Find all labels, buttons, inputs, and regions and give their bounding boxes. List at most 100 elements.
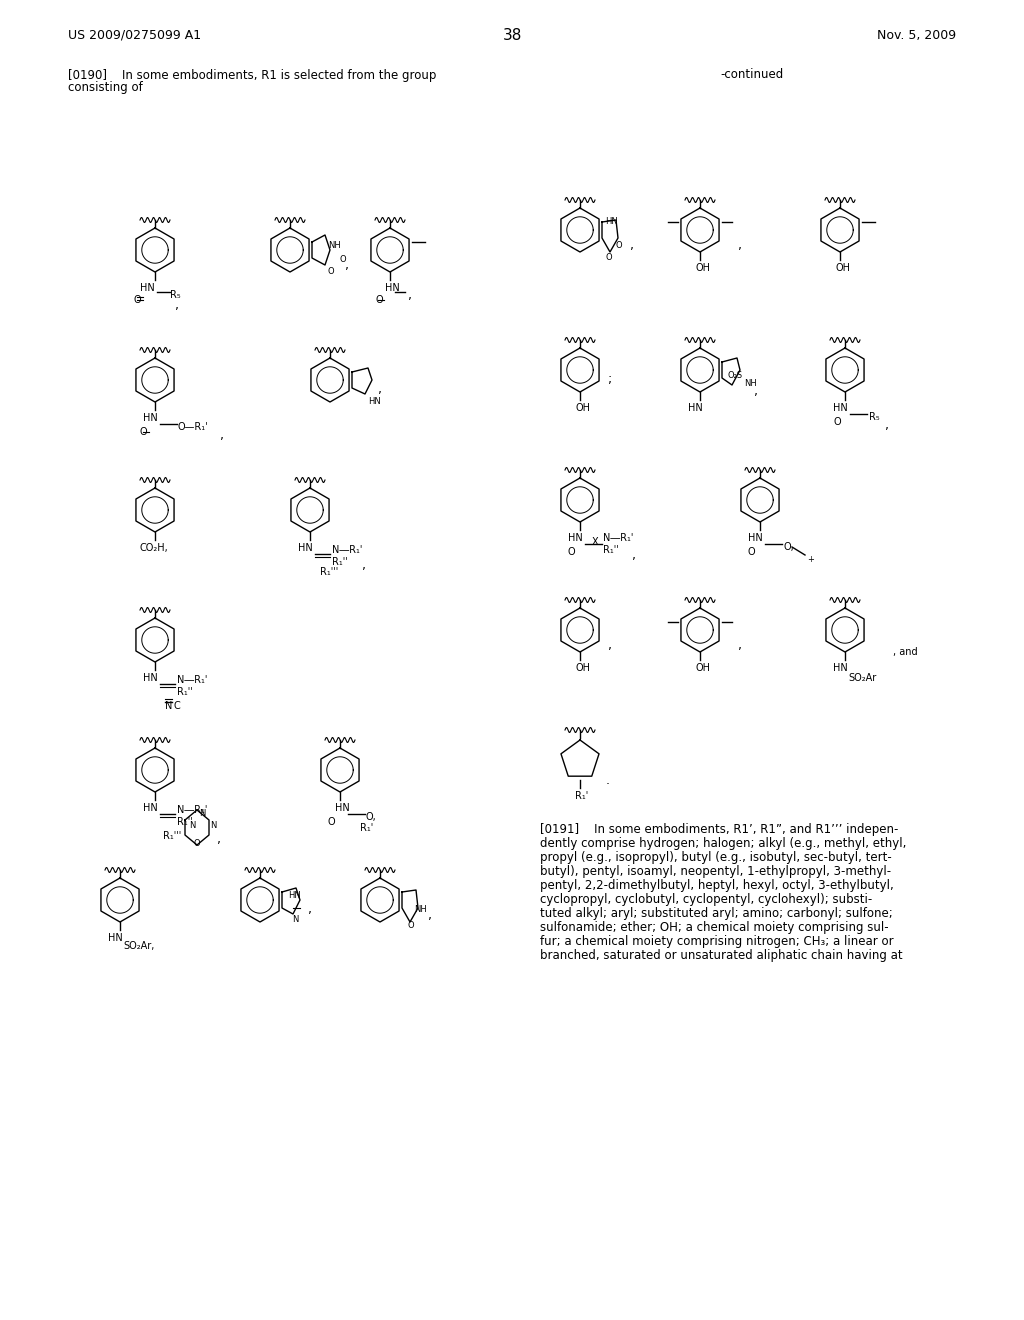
Text: HN: HN — [688, 403, 702, 413]
Text: N: N — [165, 701, 172, 711]
Text: R₁'': R₁'' — [177, 686, 193, 697]
Text: ,: , — [217, 833, 221, 846]
Text: ,: , — [608, 639, 612, 652]
Text: R₁'': R₁'' — [332, 557, 348, 568]
Text: HN: HN — [605, 218, 617, 227]
Text: HN: HN — [140, 282, 155, 293]
Text: CO₂H,: CO₂H, — [140, 543, 169, 553]
Text: O: O — [340, 256, 347, 264]
Text: ,: , — [308, 903, 312, 916]
Text: US 2009/0275099 A1: US 2009/0275099 A1 — [68, 29, 201, 41]
Text: R₁': R₁' — [360, 822, 374, 833]
Text: HN: HN — [335, 803, 350, 813]
Text: sulfonamide; ether; OH; a chemical moiety comprising sul-: sulfonamide; ether; OH; a chemical moiet… — [540, 921, 889, 935]
Text: N: N — [189, 821, 196, 830]
Text: N: N — [292, 916, 298, 924]
Text: ,: , — [362, 558, 366, 572]
Text: OH: OH — [835, 263, 850, 273]
Text: dently comprise hydrogen; halogen; alkyl (e.g., methyl, ethyl,: dently comprise hydrogen; halogen; alkyl… — [540, 837, 906, 850]
Text: R₁'': R₁'' — [603, 545, 618, 554]
Text: NH: NH — [414, 906, 427, 915]
Text: HN: HN — [108, 933, 123, 942]
Text: HN: HN — [368, 397, 381, 407]
Text: O,: O, — [366, 812, 377, 822]
Text: ;: ; — [608, 374, 612, 387]
Text: OH: OH — [695, 263, 710, 273]
Text: NH: NH — [744, 380, 757, 388]
Text: ,: , — [738, 239, 742, 252]
Text: [0191]    In some embodiments, R1’, R1”, and R1’’’ indepen-: [0191] In some embodiments, R1’, R1”, an… — [540, 824, 898, 837]
Text: R₁''': R₁''' — [319, 568, 338, 577]
Text: N―R₁': N―R₁' — [603, 533, 634, 543]
Text: butyl), pentyl, isoamyl, neopentyl, 1-ethylpropyl, 3-methyl-: butyl), pentyl, isoamyl, neopentyl, 1-et… — [540, 866, 891, 879]
Text: R₁'': R₁'' — [177, 817, 193, 828]
Text: N―R₁': N―R₁' — [177, 805, 208, 814]
Text: HN: HN — [298, 543, 312, 553]
Text: fur; a chemical moiety comprising nitrogen; CH₃; a linear or: fur; a chemical moiety comprising nitrog… — [540, 936, 894, 949]
Text: O: O — [328, 817, 336, 828]
Text: O,: O, — [784, 543, 795, 552]
Text: N: N — [199, 809, 206, 818]
Text: ,: , — [428, 908, 432, 921]
Text: O: O — [408, 921, 415, 931]
Text: ,: , — [408, 289, 412, 301]
Text: R₅: R₅ — [869, 412, 880, 422]
Text: SO₂Ar,: SO₂Ar, — [123, 941, 155, 950]
Text: O: O — [133, 294, 140, 305]
Text: O: O — [328, 268, 335, 276]
Text: ,: , — [345, 259, 349, 272]
Text: consisting of: consisting of — [68, 82, 142, 95]
Text: .: . — [606, 774, 610, 787]
Text: ,: , — [175, 298, 179, 312]
Text: ,: , — [632, 549, 636, 561]
Text: +: + — [807, 556, 814, 565]
Text: O₂S: O₂S — [728, 371, 743, 380]
Text: OH: OH — [575, 403, 590, 413]
Text: HN: HN — [833, 663, 848, 673]
Text: N―R₁': N―R₁' — [332, 545, 362, 554]
Text: pentyl, 2,2-dimethylbutyl, heptyl, hexyl, octyl, 3-ethylbutyl,: pentyl, 2,2-dimethylbutyl, heptyl, hexyl… — [540, 879, 894, 892]
Text: O—R₁': O—R₁' — [178, 422, 209, 432]
Text: branched, saturated or unsaturated aliphatic chain having at: branched, saturated or unsaturated aliph… — [540, 949, 902, 962]
Text: -continued: -continued — [720, 69, 783, 82]
Text: N―R₁': N―R₁' — [177, 675, 208, 685]
Text: X: X — [592, 537, 599, 546]
Text: O: O — [748, 546, 756, 557]
Text: HN: HN — [385, 282, 399, 293]
Text: ,: , — [885, 418, 889, 432]
Text: ,: , — [754, 385, 758, 399]
Text: ,: , — [220, 429, 224, 441]
Text: NH: NH — [328, 240, 341, 249]
Text: propyl (e.g., isopropyl), butyl (e.g., isobutyl, sec-butyl, tert-: propyl (e.g., isopropyl), butyl (e.g., i… — [540, 851, 892, 865]
Text: O: O — [833, 417, 841, 426]
Text: O: O — [605, 253, 611, 263]
Text: SO₂Ar: SO₂Ar — [848, 673, 877, 682]
Text: OH: OH — [575, 663, 590, 673]
Text: O: O — [568, 546, 575, 557]
Text: [0190]    In some embodiments, R1 is selected from the group: [0190] In some embodiments, R1 is select… — [68, 69, 436, 82]
Text: cyclopropyl, cyclobutyl, cyclopentyl, cyclohexyl); substi-: cyclopropyl, cyclobutyl, cyclopentyl, cy… — [540, 894, 872, 907]
Text: N: N — [210, 821, 216, 830]
Text: , and: , and — [893, 647, 918, 657]
Text: O: O — [615, 240, 622, 249]
Text: HN: HN — [568, 533, 583, 543]
Text: R₁''': R₁''' — [163, 832, 181, 841]
Text: HN: HN — [833, 403, 848, 413]
Text: O: O — [375, 294, 383, 305]
Text: OH: OH — [695, 663, 710, 673]
Text: ,: , — [378, 384, 382, 396]
Text: HN: HN — [143, 803, 158, 813]
Text: HN: HN — [748, 533, 763, 543]
Text: Nov. 5, 2009: Nov. 5, 2009 — [877, 29, 956, 41]
Text: O: O — [193, 840, 200, 849]
Text: R₅: R₅ — [170, 290, 180, 300]
Text: HN: HN — [143, 413, 158, 422]
Text: ,: , — [630, 239, 634, 252]
Text: O: O — [140, 426, 147, 437]
Text: C: C — [173, 701, 180, 711]
Text: HN: HN — [288, 891, 301, 899]
Text: ,: , — [738, 639, 742, 652]
Text: HN: HN — [143, 673, 158, 682]
Text: R₁': R₁' — [575, 791, 588, 801]
Text: tuted alkyl; aryl; substituted aryl; amino; carbonyl; sulfone;: tuted alkyl; aryl; substituted aryl; ami… — [540, 908, 893, 920]
